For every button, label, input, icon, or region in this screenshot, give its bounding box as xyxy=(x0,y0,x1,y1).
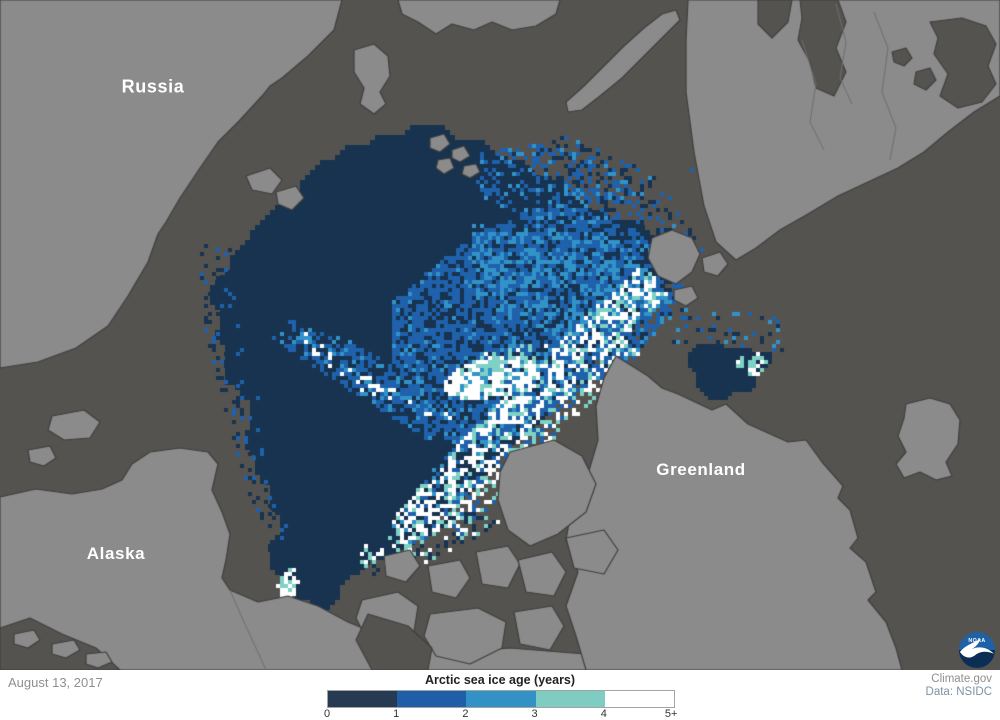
legend-segment xyxy=(397,691,467,707)
legend: Arctic sea ice age (years) 0 1 2 3 4 5+ xyxy=(323,670,677,720)
credits: Climate.gov Data: NSIDC xyxy=(926,673,992,698)
legend-segment xyxy=(328,691,398,707)
legend-tick: 5+ xyxy=(664,708,678,720)
map-label-alaska: Alaska xyxy=(86,544,146,563)
legend-segment xyxy=(466,691,536,707)
credit-data-source: Data: NSIDC xyxy=(925,685,992,698)
legend-title: Arctic sea ice age (years) xyxy=(424,673,576,687)
legend-tick: 0 xyxy=(323,708,331,720)
noaa-logo: NOAA xyxy=(958,631,996,669)
legend-segment xyxy=(604,691,675,707)
legend-tick: 4 xyxy=(600,708,607,720)
date-label: August 13, 2017 xyxy=(8,675,103,690)
noaa-bird-icon xyxy=(959,638,995,658)
credit-climate-gov: Climate.gov xyxy=(931,673,992,685)
noaa-logo-text: NOAA xyxy=(968,638,985,644)
legend-tick: 1 xyxy=(393,708,400,720)
legend-colorbar xyxy=(327,690,675,708)
legend-segment xyxy=(535,691,605,707)
legend-tick: 3 xyxy=(531,708,538,720)
map-label-russia: Russia xyxy=(121,76,185,97)
legend-tick-labels: 0 1 2 3 4 5+ xyxy=(323,708,677,720)
legend-tick: 2 xyxy=(462,708,469,720)
footer-bar: August 13, 2017 Arctic sea ice age (year… xyxy=(0,670,1000,720)
map-canvas xyxy=(0,0,1000,670)
map-label-greenland: Greenland xyxy=(656,460,746,479)
